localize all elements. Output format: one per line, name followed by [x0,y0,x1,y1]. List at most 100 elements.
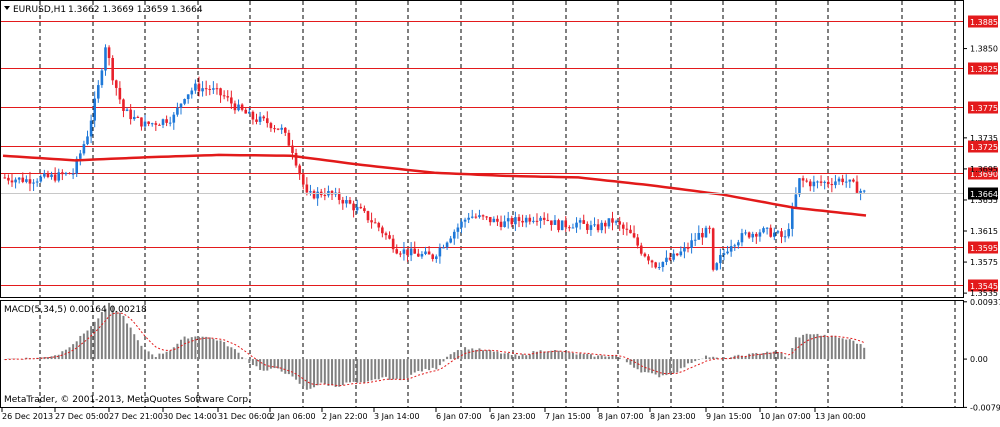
candle-bear [294,152,298,166]
candle-bull [39,176,43,182]
candle-bear [312,191,316,199]
candle-bear [122,99,125,111]
candle-bull [75,158,79,174]
candle-bear [262,116,265,119]
candle-bear [7,177,10,181]
candle-bull [104,47,107,71]
candle-bear [265,118,269,124]
candle-bull [14,179,17,183]
candle-bear [701,232,704,238]
candle-bear [550,220,553,225]
candle-bull [607,218,611,227]
candle-bear [3,177,7,179]
candle-bear [826,181,830,185]
horizontal-levels: 1.3885 1.3825 1.3775 1.3725 1.3690 1.3595 1.35… [1,15,998,292]
price-level-value: 1.3690 [970,170,998,179]
macd-histogram-series [3,302,866,390]
candle-bear [488,216,492,223]
candle-bear [431,254,435,260]
candle-bull [578,220,582,223]
candle-bear [323,195,327,197]
candle-bear [711,228,715,270]
candle-bull [837,178,841,182]
candle-bull [690,240,693,248]
price-level-value: 1.3775 [970,104,998,113]
candle-bull [93,98,96,121]
time-axis-label: 2 Jan 22:00 [322,412,368,421]
candle-bear [654,262,657,268]
candle-bear [604,222,607,227]
candle-bull [125,109,129,111]
candle-bull [773,232,776,237]
candle-bear [708,227,711,229]
candle-bear [564,220,568,228]
candle-bull [194,83,197,91]
candle-bear [625,228,629,230]
main-pane-frame [0,0,964,298]
candle-bear [855,181,859,193]
candle-bull [424,251,427,255]
candle-bear [226,96,230,98]
candle-bear [197,83,201,92]
time-axis-label: 6 Jan 07:00 [436,412,482,421]
candle-bull [798,178,801,195]
candle-bear [337,192,341,200]
candle-bear [841,178,844,183]
candle-bear [413,248,417,254]
candle-bull [776,231,780,233]
candle-bear [298,165,301,175]
candle-bull [848,179,852,182]
candle-bull [589,225,593,230]
candle-bull [697,232,701,240]
chevron-down-icon[interactable] [4,6,10,10]
candle-bear [496,218,499,222]
candle-bull [524,217,528,223]
time-axis-label: 27 Dec 21:00 [109,412,163,421]
candle-bear [596,224,600,231]
candle-bull [435,256,438,260]
candle-bear [165,119,168,123]
candle-bear [301,174,305,185]
candle-bear [747,232,751,238]
candle-bull [212,88,215,90]
candle-bull [470,216,474,218]
candle-bull [316,191,319,199]
candle-bull [309,191,312,193]
candle-bull [402,249,406,254]
candle-bear [474,216,478,218]
candle-bull [449,238,452,243]
candle-bear [517,217,521,221]
time-axis-label: 31 Dec 06:00 [218,412,272,421]
candle-bear [21,177,25,182]
candle-bear [222,95,226,97]
candle-bull [71,173,75,175]
price-level-tag [968,241,998,254]
price-level-tag [968,62,998,75]
candle-bear [269,123,273,129]
candle-bear [686,247,690,249]
price-axis-label: 1.3615 [970,227,998,236]
candle-bull [492,218,496,223]
candle-bull [765,227,769,229]
candle-bull [96,85,100,99]
candle-bear [154,123,158,125]
price-level-tag [968,279,998,292]
current-price-value: 1.3664 [970,190,998,199]
candle-bear [852,179,855,182]
candle-bull [823,181,826,183]
candle-bull [672,253,675,260]
time-axis-label: 3 Jan 14:00 [374,412,420,421]
candle-bull [503,221,506,227]
candle-bear [129,109,132,120]
candle-bear [233,103,237,111]
candle-bull [460,221,463,228]
candle-bear [521,220,524,223]
time-axis-label: 2 Jan 06:00 [270,412,316,421]
candle-bear [208,88,212,90]
candle-bull [467,217,470,220]
candle-bear [147,121,150,124]
candle-bear [118,87,122,100]
candle-bull [715,263,719,270]
candle-bear [255,119,258,122]
